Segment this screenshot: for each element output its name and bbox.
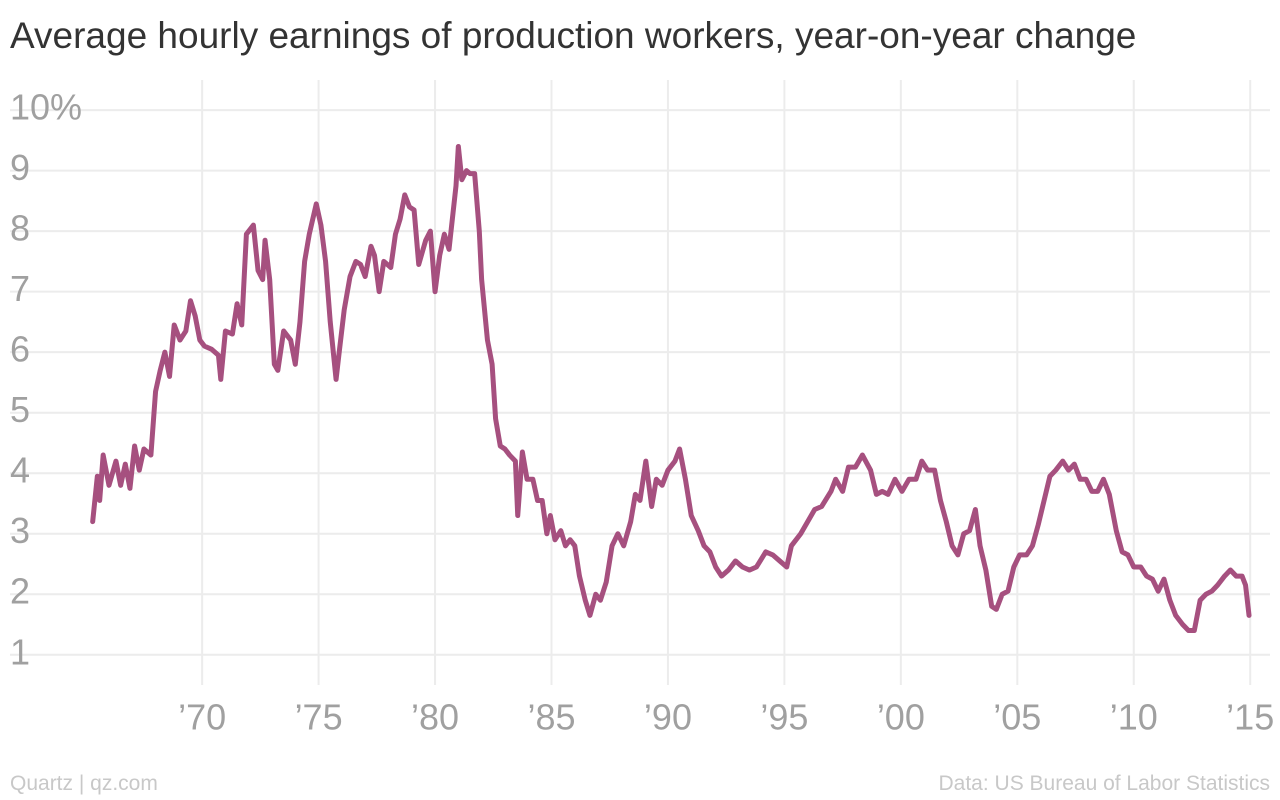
x-tick-label: ’85 (527, 697, 575, 738)
y-tick-label: 3 (10, 510, 30, 551)
y-tick-label: 8 (10, 208, 30, 249)
x-tick-label: ’10 (1110, 697, 1158, 738)
y-tick-label: 2 (10, 571, 30, 612)
y-tick-label: 5 (10, 389, 30, 430)
x-tick-label: ’95 (760, 697, 808, 738)
x-tick-label: ’75 (295, 697, 343, 738)
y-tick-label: 1 (10, 631, 30, 672)
x-tick-label: ’15 (1226, 697, 1274, 738)
plot (90, 143, 1252, 634)
y-tick-label: 4 (10, 450, 30, 491)
y-tick-label: 7 (10, 268, 30, 309)
y-tick-label: 9 (10, 147, 30, 188)
y-tick-label: 6 (10, 329, 30, 370)
chart-title: Average hourly earnings of production wo… (10, 15, 1136, 56)
credit: Quartz | qz.com (10, 772, 158, 795)
x-tick-label: ’05 (993, 697, 1041, 738)
y-tick-label: 10% (10, 87, 82, 128)
grid (10, 80, 1270, 685)
x-tick-label: ’90 (644, 697, 692, 738)
x-tick-label: ’00 (877, 697, 925, 738)
data-line (90, 143, 1252, 634)
tick-labels: 1 2 3 4 5 6 7 8 9 10% ’70 ’75 ’80 ’85 ’90 ’95 ’00 ’05 ’10 ’… (10, 87, 1274, 738)
source: Data: US Bureau of Labor Statistics (939, 772, 1271, 795)
x-tick-label: ’80 (411, 697, 459, 738)
x-tick-label: ’70 (178, 697, 226, 738)
